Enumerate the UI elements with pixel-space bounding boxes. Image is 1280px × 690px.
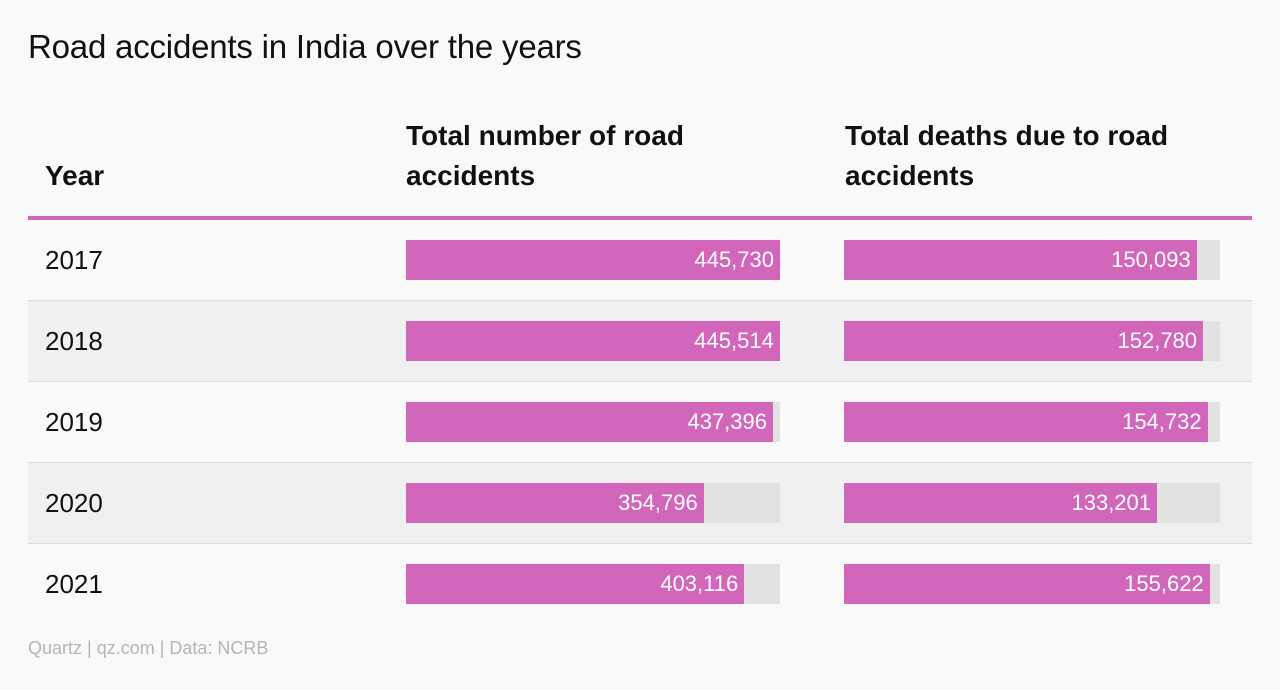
accidents-bar: 445,514	[406, 321, 780, 361]
year-cell: 2018	[45, 326, 103, 356]
deaths-bar-track: 154,732	[844, 402, 1220, 442]
accidents-bar: 403,116	[406, 564, 745, 604]
source-credit: Quartz | qz.com | Data: NCRB	[28, 638, 269, 658]
deaths-bar: 133,201	[844, 483, 1158, 523]
accidents-bar: 445,730	[406, 240, 780, 280]
accidents-column-header: Total number of road accidents	[406, 120, 684, 191]
accidents-bar-track: 437,396	[406, 402, 780, 442]
table-row: 2019 437,396 154,732	[28, 382, 1252, 463]
deaths-bar: 154,732	[844, 402, 1208, 442]
year-cell: 2017	[45, 245, 103, 275]
year-cell: 2020	[45, 488, 103, 518]
year-cell: 2021	[45, 569, 103, 599]
deaths-bar-value-label: 155,622	[1124, 571, 1204, 596]
year-cell: 2019	[45, 407, 103, 437]
accidents-bar-track: 354,796	[406, 483, 780, 523]
chart-title: Road accidents in India over the years	[28, 28, 582, 65]
deaths-bar: 150,093	[844, 240, 1197, 280]
table-body: 2017 445,730 150,093 2018 445,514 152,780 2019…	[28, 220, 1252, 624]
table-row: 2017 445,730 150,093	[28, 220, 1252, 301]
accidents-bar-track: 445,730	[406, 240, 780, 280]
table-row: 2020 354,796 133,201	[28, 463, 1252, 544]
deaths-bar-track: 150,093	[844, 240, 1220, 280]
deaths-column-header: Total deaths due to road accidents	[845, 120, 1169, 191]
deaths-bar-track: 155,622	[844, 564, 1220, 604]
deaths-bar-value-label: 133,201	[1071, 490, 1152, 515]
accidents-bar-track: 403,116	[406, 564, 780, 604]
table-row: 2021 403,116 155,622	[28, 544, 1252, 624]
deaths-bar: 152,780	[844, 321, 1204, 361]
deaths-bar: 155,622	[844, 564, 1210, 604]
table-header: Year Total number of road accidents Tota…	[28, 120, 1252, 220]
year-column-header: Year	[45, 160, 105, 191]
accidents-bar-value-label: 445,730	[694, 247, 774, 272]
accidents-bar-track: 445,514	[406, 321, 780, 361]
accidents-bar-value-label: 403,116	[660, 571, 739, 596]
deaths-bar-value-label: 150,093	[1111, 247, 1191, 272]
table-row: 2018 445,514 152,780	[28, 301, 1252, 382]
accidents-bar: 354,796	[406, 483, 704, 523]
deaths-bar-value-label: 152,780	[1117, 328, 1198, 353]
accidents-bar-value-label: 354,796	[618, 490, 698, 515]
deaths-bar-track: 152,780	[844, 321, 1220, 361]
data-table: Year Total number of road accidents Tota…	[28, 120, 1252, 624]
accidents-bar-value-label: 445,514	[694, 328, 774, 353]
accidents-bar: 437,396	[406, 402, 773, 442]
deaths-bar-track: 133,201	[844, 483, 1220, 523]
deaths-bar-value-label: 154,732	[1122, 409, 1202, 434]
accidents-bar-value-label: 437,396	[687, 409, 767, 434]
